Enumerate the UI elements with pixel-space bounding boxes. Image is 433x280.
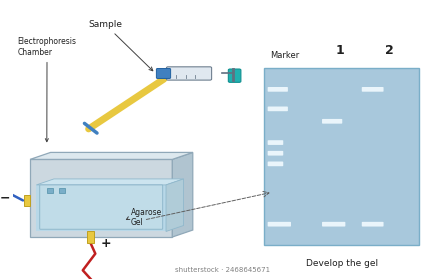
Polygon shape: [172, 152, 193, 237]
Text: Agarose
Gel: Agarose Gel: [126, 208, 162, 227]
Polygon shape: [30, 152, 193, 159]
FancyBboxPatch shape: [268, 151, 283, 156]
Bar: [87, 232, 94, 242]
Bar: [24, 195, 30, 206]
Text: Electrophoresis
Chamber: Electrophoresis Chamber: [17, 38, 77, 142]
Bar: [59, 188, 65, 193]
Text: 2: 2: [385, 44, 394, 57]
FancyBboxPatch shape: [268, 106, 288, 111]
Text: Sample: Sample: [88, 20, 153, 71]
FancyBboxPatch shape: [322, 222, 346, 227]
FancyBboxPatch shape: [362, 87, 384, 92]
Bar: [47, 188, 53, 193]
Text: 1: 1: [335, 44, 344, 57]
Polygon shape: [30, 159, 172, 237]
Text: +: +: [100, 237, 111, 250]
FancyBboxPatch shape: [166, 67, 212, 80]
FancyBboxPatch shape: [362, 222, 384, 227]
FancyBboxPatch shape: [268, 222, 291, 227]
Text: −: −: [0, 191, 10, 204]
FancyBboxPatch shape: [268, 162, 283, 166]
Polygon shape: [166, 179, 184, 232]
Text: shutterstock · 2468645671: shutterstock · 2468645671: [175, 267, 270, 273]
FancyBboxPatch shape: [156, 69, 171, 78]
Text: Develop the gel: Develop the gel: [306, 259, 378, 268]
FancyBboxPatch shape: [322, 119, 342, 124]
FancyBboxPatch shape: [40, 185, 163, 229]
Text: Marker: Marker: [271, 51, 300, 60]
FancyBboxPatch shape: [268, 140, 283, 145]
FancyBboxPatch shape: [268, 87, 288, 92]
Polygon shape: [36, 185, 166, 232]
FancyBboxPatch shape: [264, 68, 419, 245]
Polygon shape: [36, 179, 184, 185]
FancyBboxPatch shape: [228, 69, 241, 82]
